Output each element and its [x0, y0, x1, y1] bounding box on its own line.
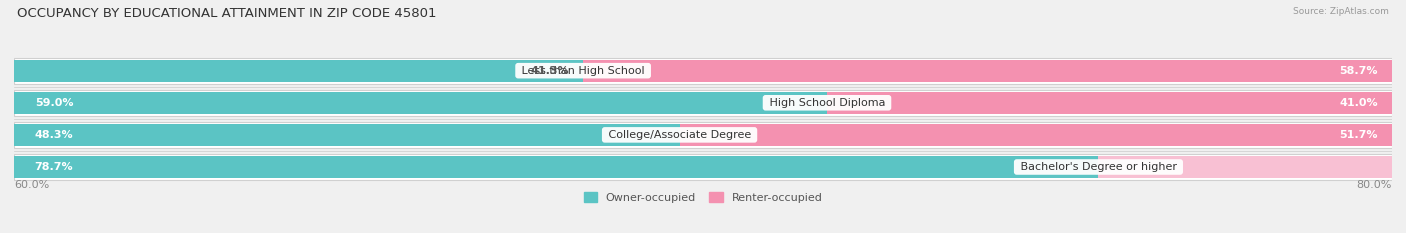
Bar: [14, 154, 1392, 180]
Bar: [679, 124, 1392, 146]
Legend: Owner-occupied, Renter-occupied: Owner-occupied, Renter-occupied: [583, 192, 823, 203]
Text: 41.0%: 41.0%: [1340, 98, 1378, 108]
Text: 59.0%: 59.0%: [35, 98, 73, 108]
Text: OCCUPANCY BY EDUCATIONAL ATTAINMENT IN ZIP CODE 45801: OCCUPANCY BY EDUCATIONAL ATTAINMENT IN Z…: [17, 7, 436, 20]
Text: 48.3%: 48.3%: [35, 130, 73, 140]
Text: 78.7%: 78.7%: [35, 162, 73, 172]
Text: Bachelor's Degree or higher: Bachelor's Degree or higher: [1017, 162, 1180, 172]
Bar: [14, 90, 1392, 116]
Text: 80.0%: 80.0%: [1357, 180, 1392, 190]
Bar: [14, 58, 1392, 84]
Text: College/Associate Degree: College/Associate Degree: [605, 130, 755, 140]
Bar: [14, 122, 1392, 148]
Text: 58.7%: 58.7%: [1340, 66, 1378, 76]
Bar: [14, 92, 827, 114]
Text: 41.3%: 41.3%: [530, 66, 569, 76]
Text: Less than High School: Less than High School: [517, 66, 648, 76]
Bar: [14, 124, 679, 146]
Bar: [827, 92, 1392, 114]
Bar: [14, 156, 1098, 178]
Text: 51.7%: 51.7%: [1340, 130, 1378, 140]
Text: High School Diploma: High School Diploma: [765, 98, 889, 108]
Text: Source: ZipAtlas.com: Source: ZipAtlas.com: [1294, 7, 1389, 16]
Bar: [583, 60, 1392, 82]
Text: 60.0%: 60.0%: [14, 180, 49, 190]
Bar: [14, 60, 583, 82]
Bar: [1098, 156, 1392, 178]
